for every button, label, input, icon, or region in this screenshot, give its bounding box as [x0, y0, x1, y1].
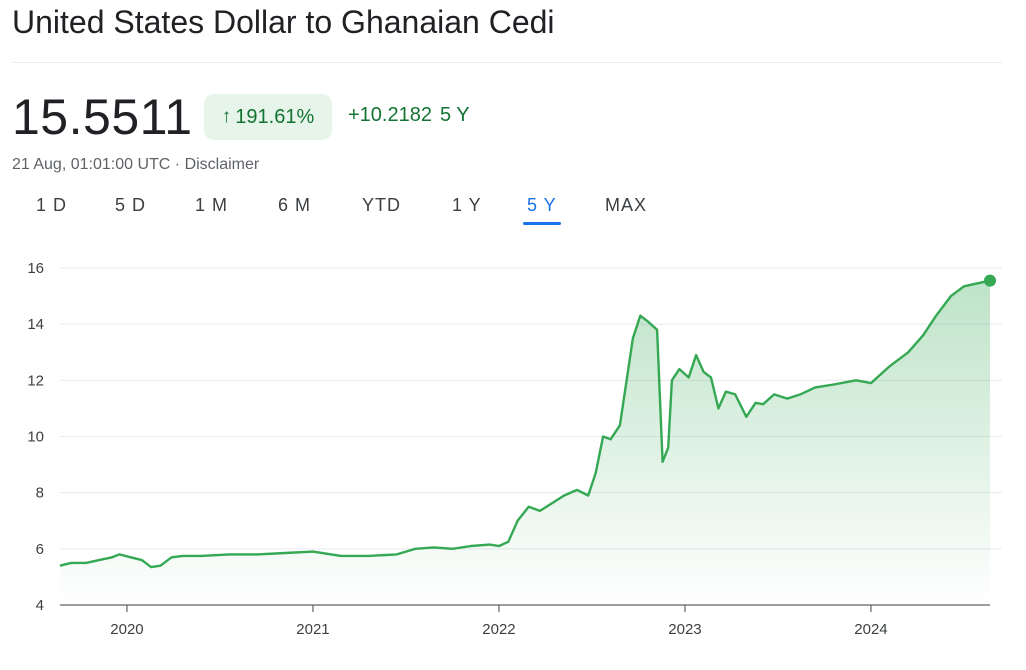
y-tick-label: 6: [36, 541, 44, 558]
separator-dot: ·: [174, 156, 181, 173]
y-tick-label: 4: [36, 597, 44, 614]
x-tick-label: 2023: [668, 621, 701, 638]
tab-6m[interactable]: 6 M: [278, 195, 312, 215]
range-tabs: 1 D 5 D 1 M 6 M YTD 1 Y 5 Y MAX: [12, 195, 692, 227]
absolute-change-period: 5 Y: [439, 104, 470, 126]
x-tick-label: 2021: [296, 621, 329, 638]
price-area-fill: [60, 280, 990, 605]
price-chart: 4 6 8 10 12 14 16 2020 2021 2022 2023 2024: [27, 260, 1002, 638]
page-title: United States Dollar to Ghanaian Cedi: [12, 4, 555, 40]
y-tick-label: 8: [36, 485, 44, 502]
timestamp-line: 21 Aug, 01:01:00 UTC · Disclaimer: [12, 156, 259, 174]
x-tick-label: 2020: [110, 621, 143, 638]
percent-change-badge: ↑ 191.61%: [204, 94, 332, 140]
y-tick-label: 12: [27, 372, 44, 389]
tab-1y[interactable]: 1 Y: [452, 195, 482, 215]
tab-1d[interactable]: 1 D: [36, 195, 68, 215]
absolute-change-value: +10.2182: [348, 104, 432, 126]
timestamp: 21 Aug, 01:01:00 UTC: [12, 156, 171, 173]
arrow-up-icon: ↑: [221, 106, 232, 127]
y-tick-label: 16: [27, 260, 44, 277]
tab-1m[interactable]: 1 M: [195, 195, 229, 215]
x-tick-label: 2022: [482, 621, 515, 638]
active-tab-indicator: [523, 222, 561, 225]
price-line: [59, 279, 991, 569]
title-divider: [12, 62, 1002, 63]
disclaimer-link[interactable]: Disclaimer: [184, 156, 260, 173]
current-price: 15.5511: [12, 89, 193, 145]
current-price-dot: [984, 274, 996, 287]
percent-change-value: 191.61%: [235, 105, 315, 128]
tab-5y[interactable]: 5 Y: [527, 195, 557, 215]
tab-ytd[interactable]: YTD: [362, 195, 401, 215]
tab-max[interactable]: MAX: [605, 195, 648, 215]
y-tick-label: 10: [27, 429, 44, 446]
x-axis: 2020 2021 2022 2023 2024: [60, 604, 990, 638]
y-axis-labels: 4 6 8 10 12 14 16: [27, 260, 44, 614]
tab-5d[interactable]: 5 D: [115, 195, 147, 215]
x-tick-label: 2024: [854, 621, 887, 638]
absolute-change: +10.2182 5 Y: [348, 104, 478, 127]
y-tick-label: 14: [27, 316, 44, 333]
